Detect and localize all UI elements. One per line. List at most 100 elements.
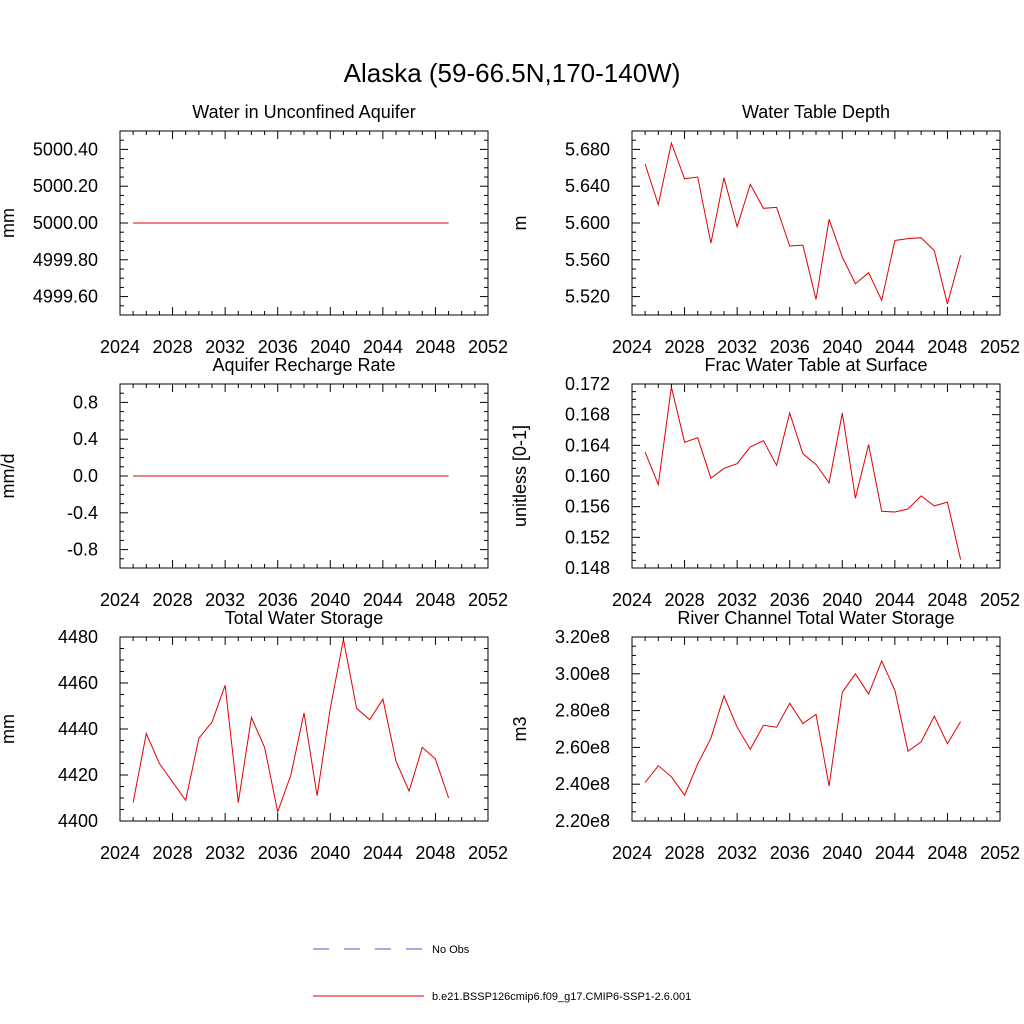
y-tick-label: 0.156 <box>565 497 610 517</box>
x-tick-label: 2028 <box>665 337 705 357</box>
x-tick-label: 2044 <box>875 843 915 863</box>
y-axis-label: mm <box>0 714 18 744</box>
y-tick-label: 5.600 <box>565 213 610 233</box>
y-tick-label: 5.560 <box>565 250 610 270</box>
x-tick-label: 2048 <box>415 337 455 357</box>
y-tick-label: -0.4 <box>67 503 98 523</box>
x-tick-label: 2032 <box>205 843 245 863</box>
panel-title: Water in Unconfined Aquifer <box>192 102 415 122</box>
y-axis-label: unitless [0-1] <box>510 425 530 527</box>
x-tick-label: 2028 <box>153 337 193 357</box>
series-line-1 <box>644 386 962 560</box>
y-tick-label: 4440 <box>58 719 98 739</box>
x-tick-label: 2044 <box>875 590 915 610</box>
series-line-1 <box>644 141 962 305</box>
y-tick-label: 5.640 <box>565 176 610 196</box>
legend-obs-label: No Obs <box>432 944 470 956</box>
panel-title: Aquifer Recharge Rate <box>212 355 395 375</box>
legend-model-label: b.e21.BSSP126cmip6.f09_g17.CMIP6-SSP1-2.… <box>432 991 691 1003</box>
y-tick-label: 4480 <box>58 627 98 647</box>
plot-frame <box>631 636 1001 822</box>
x-tick-label: 2024 <box>100 337 140 357</box>
y-tick-label: 4420 <box>58 765 98 785</box>
y-tick-label: 5000.20 <box>33 176 98 196</box>
x-tick-label: 2032 <box>717 337 757 357</box>
y-axis-label: mm <box>0 208 18 238</box>
x-tick-label: 2040 <box>310 337 350 357</box>
x-tick-label: 2024 <box>100 843 140 863</box>
x-tick-label: 2052 <box>980 590 1020 610</box>
x-tick-label: 2048 <box>927 590 967 610</box>
x-tick-label: 2028 <box>153 843 193 863</box>
panel-title: Total Water Storage <box>225 608 383 628</box>
x-tick-label: 2028 <box>665 590 705 610</box>
x-tick-label: 2040 <box>822 590 862 610</box>
x-tick-label: 2040 <box>310 843 350 863</box>
panel-5: Total Water Storage mm 2024 2028 2032 2036 204… <box>0 608 508 863</box>
y-tick-label: 0.164 <box>565 435 610 455</box>
y-tick-label: 0.160 <box>565 466 610 486</box>
legend: No Obs b.e21.BSSP126cmip6.f09_g17.CMIP6-… <box>313 944 691 1003</box>
x-tick-label: 2040 <box>822 337 862 357</box>
plot-frame <box>631 130 1001 316</box>
x-tick-label: 2052 <box>980 843 1020 863</box>
y-tick-label: 0.168 <box>565 405 610 425</box>
y-tick-label: 0.0 <box>73 466 98 486</box>
x-tick-label: 2028 <box>153 590 193 610</box>
y-tick-label: 4999.60 <box>33 287 98 307</box>
panel-title: Water Table Depth <box>742 102 890 122</box>
series-line-1 <box>644 659 962 797</box>
x-tick-label: 2052 <box>468 337 508 357</box>
y-tick-label: 5000.00 <box>33 213 98 233</box>
y-tick-label: 2.20e8 <box>555 811 610 831</box>
x-tick-label: 2044 <box>363 590 403 610</box>
panel-title: Frac Water Table at Surface <box>704 355 927 375</box>
x-tick-label: 2052 <box>980 337 1020 357</box>
y-tick-label: 5.520 <box>565 287 610 307</box>
x-tick-label: 2048 <box>927 337 967 357</box>
y-tick-label: 3.00e8 <box>555 664 610 684</box>
x-tick-label: 2052 <box>468 843 508 863</box>
y-tick-label: 2.80e8 <box>555 701 610 721</box>
x-tick-label: 2036 <box>770 337 810 357</box>
x-tick-label: 2032 <box>717 590 757 610</box>
y-tick-label: 5000.40 <box>33 139 98 159</box>
y-tick-label: 0.8 <box>73 392 98 412</box>
x-tick-label: 2036 <box>770 590 810 610</box>
x-tick-label: 2048 <box>927 843 967 863</box>
x-tick-label: 2044 <box>875 337 915 357</box>
plot-frame <box>119 636 489 822</box>
x-tick-label: 2048 <box>415 843 455 863</box>
y-tick-label: 2.40e8 <box>555 774 610 794</box>
panels-group: Water in Unconfined Aquifer mm 2024 2028 203… <box>0 102 1020 863</box>
panel-2: Water Table Depth m 2024 2028 2032 2036 2040 20… <box>510 102 1020 357</box>
y-tick-label: 0.4 <box>73 429 98 449</box>
panel-3: Aquifer Recharge Rate mm/d 2024 2028 2032 203… <box>0 355 508 610</box>
y-tick-label: 0.148 <box>565 558 610 578</box>
panel-title: River Channel Total Water Storage <box>677 608 954 628</box>
x-tick-label: 2036 <box>258 337 298 357</box>
x-tick-label: 2036 <box>770 843 810 863</box>
x-tick-label: 2040 <box>822 843 862 863</box>
y-tick-label: 4460 <box>58 673 98 693</box>
x-tick-label: 2024 <box>612 843 652 863</box>
x-tick-label: 2048 <box>415 590 455 610</box>
x-tick-label: 2032 <box>717 843 757 863</box>
y-tick-label: 3.20e8 <box>555 627 610 647</box>
x-tick-label: 2040 <box>310 590 350 610</box>
y-tick-label: 4999.80 <box>33 250 98 270</box>
x-tick-label: 2024 <box>612 590 652 610</box>
x-tick-label: 2028 <box>665 843 705 863</box>
x-tick-label: 2036 <box>258 843 298 863</box>
y-tick-label: 0.152 <box>565 527 610 547</box>
panel-1: Water in Unconfined Aquifer mm 2024 2028 203… <box>0 102 508 357</box>
x-tick-label: 2024 <box>612 337 652 357</box>
x-tick-label: 2036 <box>258 590 298 610</box>
y-tick-label: 0.172 <box>565 374 610 394</box>
y-tick-label: 2.60e8 <box>555 737 610 757</box>
x-tick-label: 2044 <box>363 337 403 357</box>
figure-title: Alaska (59-66.5N,170-140W) <box>344 58 681 88</box>
y-axis-label: m3 <box>510 716 530 741</box>
